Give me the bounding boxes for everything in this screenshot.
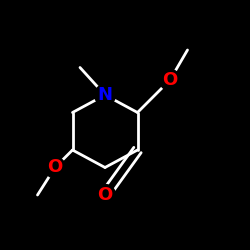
- Text: N: N: [98, 86, 112, 104]
- Text: O: O: [162, 71, 178, 89]
- Circle shape: [160, 70, 180, 90]
- Circle shape: [94, 84, 116, 105]
- Text: O: O: [98, 186, 112, 204]
- Circle shape: [44, 157, 66, 178]
- Circle shape: [94, 184, 116, 206]
- Text: O: O: [48, 158, 62, 176]
